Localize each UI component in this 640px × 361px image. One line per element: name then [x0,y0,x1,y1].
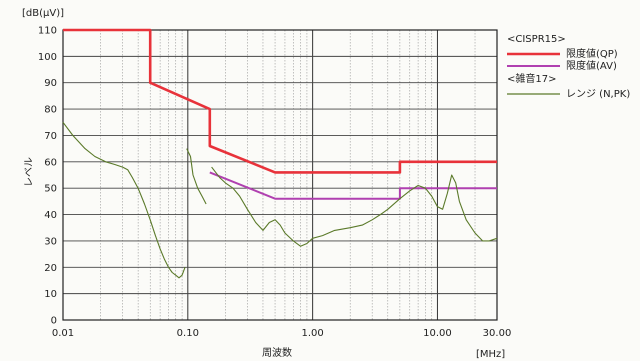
series-2-line-0 [62,121,186,279]
series-0-line-0 [63,28,497,174]
x-tick-labels: 0.01 0.10 1.00 10.00 30.00 [52,328,511,339]
y-unit-label: [dB(μV)] [22,8,64,19]
y-tick-110: 110 [38,26,57,37]
x-tick-0.10: 0.10 [177,328,199,339]
series-2-line-2 [211,166,498,247]
legend-group-noise17: <雑音17> [507,72,556,85]
legend-group-cispr15: <CISPR15> [507,34,566,45]
series-1-line-0 [209,171,497,200]
legend-label-range: レンジ (N,PK) [566,89,630,100]
x-axis-label: 周波数 [262,346,292,359]
y-tick-100: 100 [38,52,57,63]
grid-vertical [62,30,498,320]
y-tick-90: 90 [44,78,57,89]
y-tick-60: 60 [44,157,57,168]
y-tick-50: 50 [44,184,57,195]
series-layer [62,28,498,279]
x-tick-10.00: 10.00 [423,328,452,339]
y-tick-30: 30 [44,236,57,247]
y-tick-80: 80 [44,105,57,116]
plot-frame [62,29,498,321]
y-axis-label: レベル [23,157,35,187]
x-tick-1.00: 1.00 [301,328,323,339]
x-tick-30.00: 30.00 [483,328,512,339]
x-unit-label: [MHz] [476,349,505,360]
y-tick-10: 10 [44,289,57,300]
series-2-line-1 [186,148,207,205]
y-tick-40: 40 [44,210,57,221]
legend-label-qp: 限度値(QP) [566,47,618,60]
y-tick-0: 0 [51,316,57,327]
legend-label-av: 限度値(AV) [566,59,617,72]
y-tick-labels: 0 10 20 30 40 50 60 70 80 90 100 110 [38,26,57,327]
y-tick-70: 70 [44,131,57,142]
y-tick-20: 20 [44,263,57,274]
x-tick-0.01: 0.01 [52,328,74,339]
legend: <CISPR15> 限度値(QP) 限度値(AV) <雑音17> レンジ (N,… [507,34,630,100]
